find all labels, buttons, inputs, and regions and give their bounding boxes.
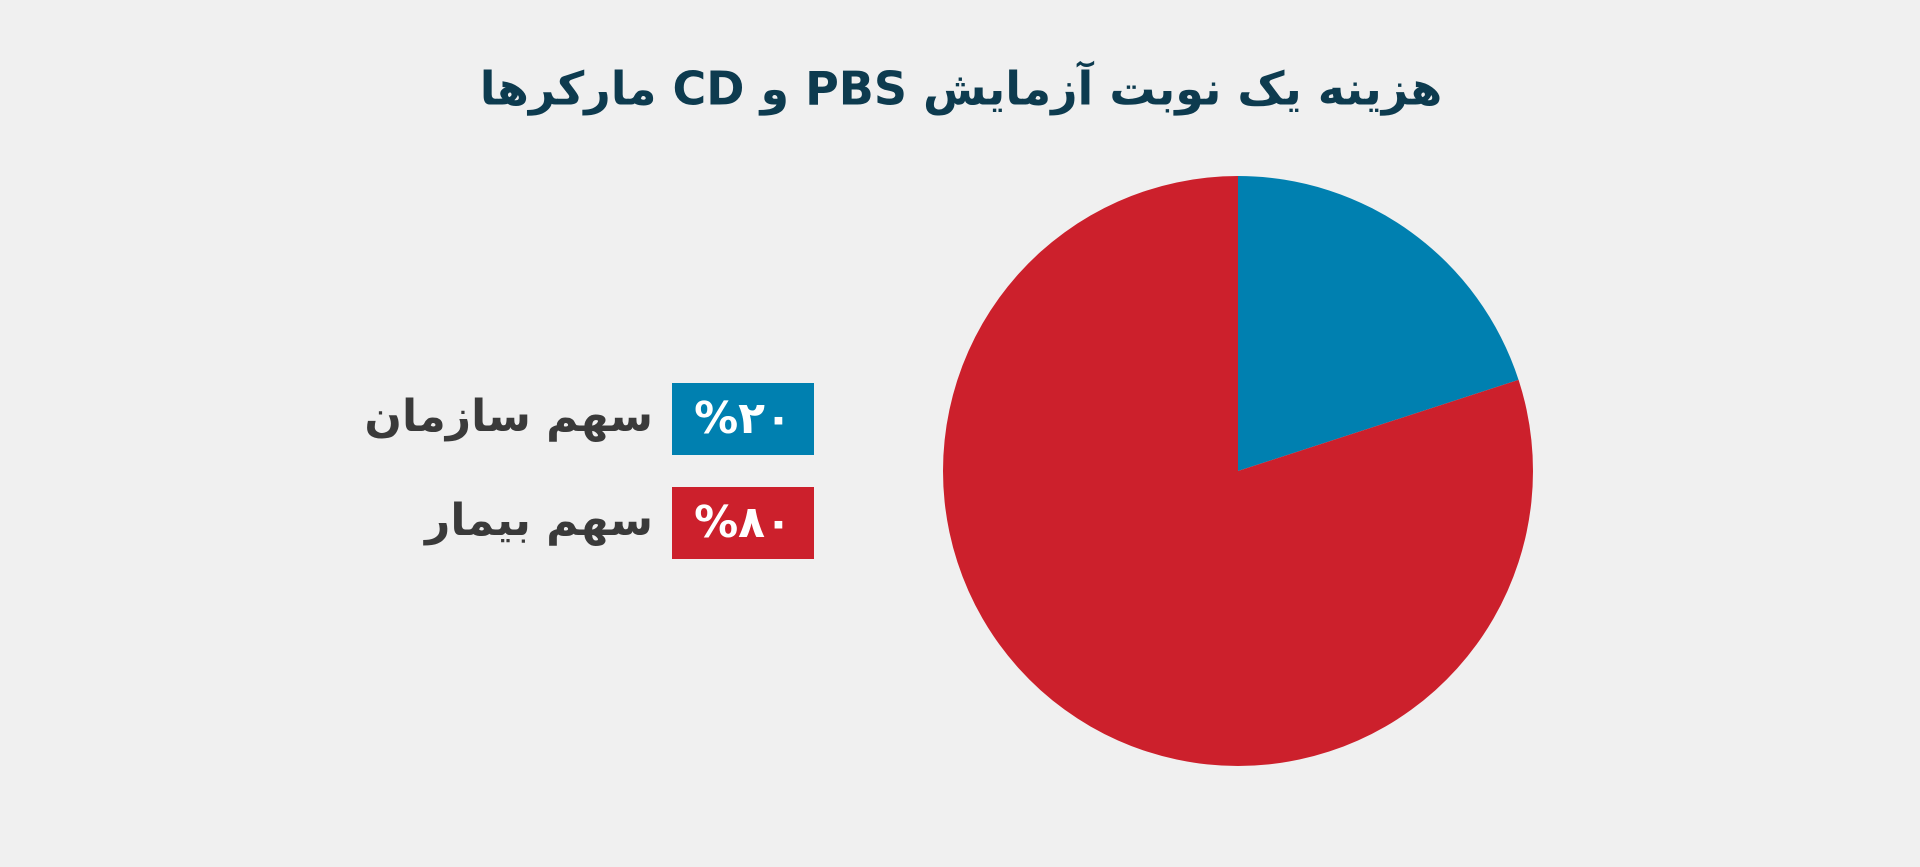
legend-swatch xyxy=(672,487,814,559)
legend-value-label: %۲۰ xyxy=(694,393,792,444)
legend-label: سهم سازمان xyxy=(364,391,653,442)
legend-value-label: %۸۰ xyxy=(694,497,792,548)
chart-title: هزینه یک نوبت آزمایش PBS و CD مارکرها xyxy=(480,61,1443,116)
legend-swatch xyxy=(672,383,814,455)
legend-label: سهم بیمار xyxy=(423,495,653,546)
pie-slice xyxy=(1238,176,1519,471)
pie-slice xyxy=(942,176,1533,766)
